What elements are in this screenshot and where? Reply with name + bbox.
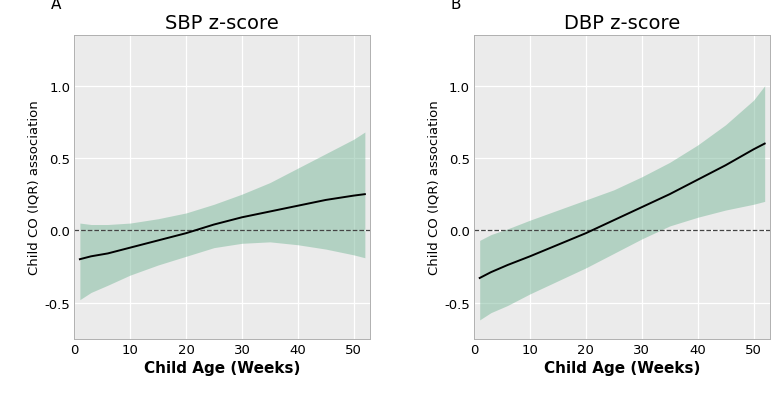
Text: A: A bbox=[51, 0, 61, 12]
Title: DBP z-score: DBP z-score bbox=[564, 14, 680, 33]
Y-axis label: Child CO (IQR) association: Child CO (IQR) association bbox=[27, 100, 40, 275]
Text: B: B bbox=[450, 0, 461, 12]
X-axis label: Child Age (Weeks): Child Age (Weeks) bbox=[544, 360, 701, 375]
Y-axis label: Child CO (IQR) association: Child CO (IQR) association bbox=[427, 100, 440, 275]
Title: SBP z-score: SBP z-score bbox=[166, 14, 279, 33]
X-axis label: Child Age (Weeks): Child Age (Weeks) bbox=[144, 360, 300, 375]
